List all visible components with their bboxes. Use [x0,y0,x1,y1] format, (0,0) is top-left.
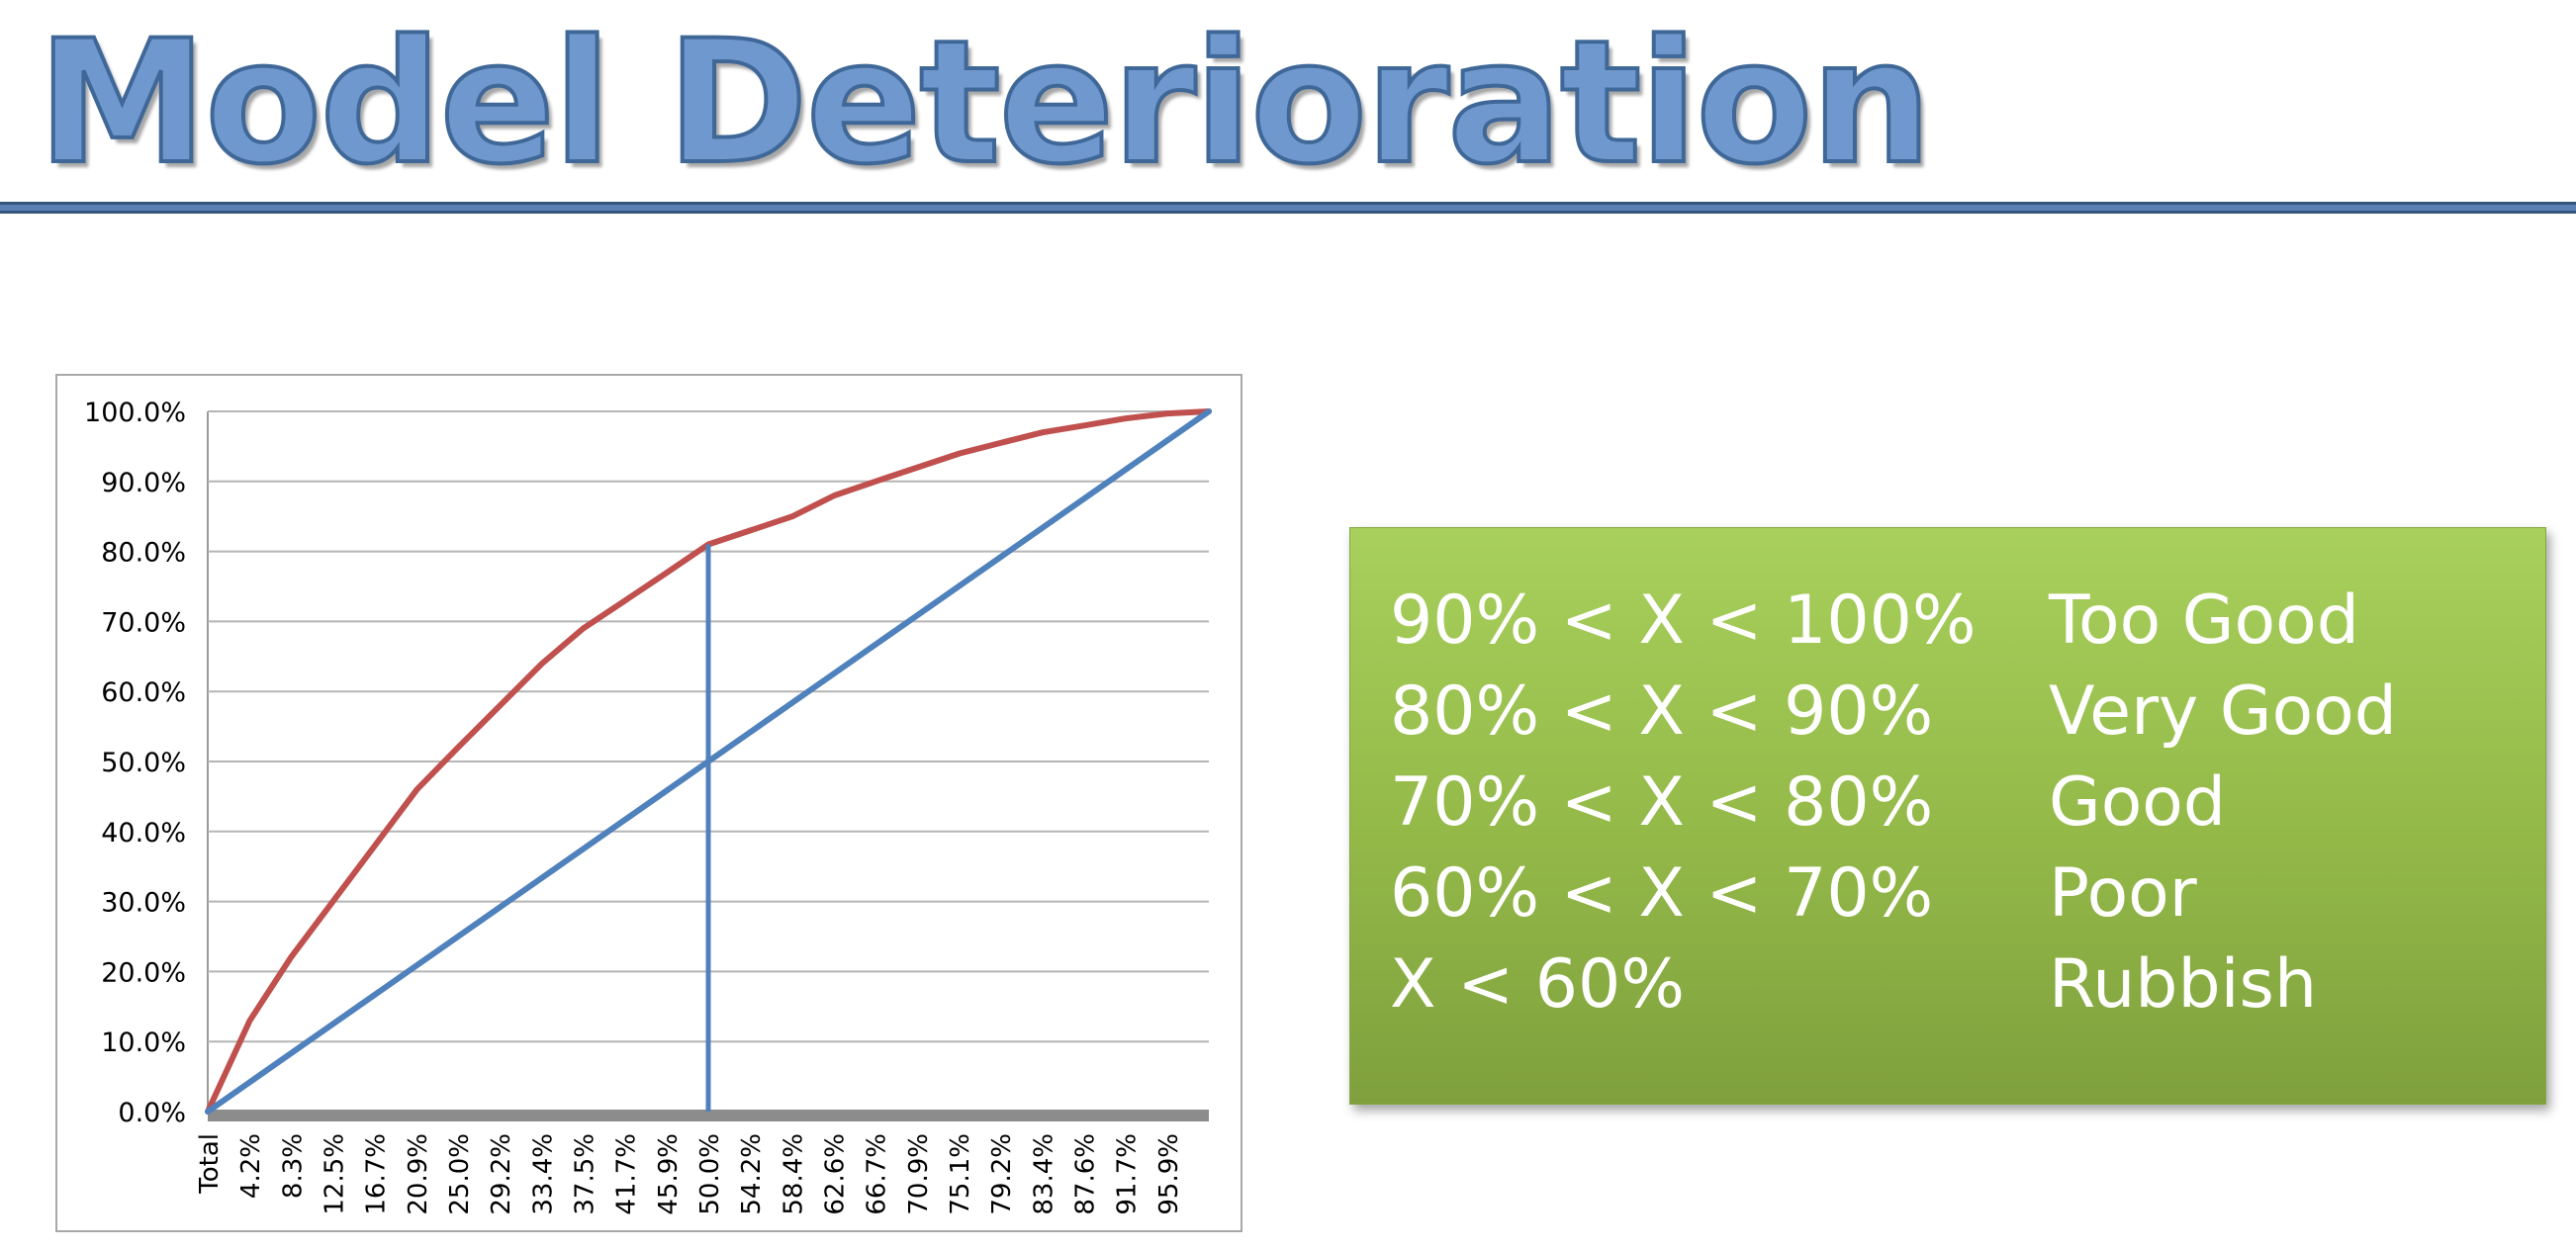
page-title: Model Deterioration [36,3,1934,202]
y-tick-label: 0.0% [118,1098,186,1128]
rating-condition: X < 60% [1390,945,1685,1024]
x-axis-line [208,1110,1209,1121]
x-tick-label: 79.2% [987,1133,1017,1215]
y-tick-label: 30.0% [101,888,186,919]
x-tick-label: 91.7% [1113,1133,1143,1215]
x-tick-label: 45.9% [654,1133,684,1215]
x-tick-label: 41.7% [612,1133,642,1215]
y-tick-label: 90.0% [101,468,186,498]
gains-chart: 0.0% 10.0% 20.0% 30.0% 40.0% 50.0% 60.0% 70.0% 8… [55,374,1242,1232]
x-tick-label: 8.3% [278,1133,308,1199]
title-divider [0,202,2576,214]
y-tick-label: 60.0% [101,677,186,708]
x-tick-label: 87.6% [1071,1133,1101,1215]
x-tick-label: 20.9% [404,1133,433,1215]
model-gains-curve [205,408,1212,1115]
rating-row: 70% < X < 80% Good [1390,758,2528,849]
rating-label: Rubbish [2049,945,2318,1024]
rating-row: 60% < X < 70% Poor [1390,849,2528,939]
x-tick-label: 54.2% [737,1133,767,1215]
rating-row: 80% < X < 90% Very Good [1390,667,2528,758]
y-tick-label: 50.0% [101,748,186,778]
x-tick-label: 16.7% [362,1133,392,1215]
x-tick-label: 12.5% [321,1133,350,1215]
rating-condition: 70% < X < 80% [1390,763,1934,842]
x-tick-label: 50.0% [695,1133,725,1215]
x-tick-label: Total [195,1133,225,1195]
rating-label: Very Good [2049,672,2397,751]
x-tick-label: 58.4% [779,1133,808,1215]
rating-panel: 90% < X < 100% Too Good 80% < X < 90% Ve… [1349,527,2546,1105]
y-tick-label: 80.0% [101,538,186,569]
x-tick-label: 75.1% [946,1133,975,1215]
gains-chart-svg: 0.0% 10.0% 20.0% 30.0% 40.0% 50.0% 60.0% 70.0% 8… [84,398,1212,1215]
y-tick-label: 20.0% [101,957,186,988]
x-tick-label: 95.9% [1154,1133,1184,1215]
rating-row: X < 60% Rubbish [1390,939,2528,1030]
y-tick-label: 10.0% [101,1028,186,1058]
rating-label: Poor [2049,854,2197,933]
rating-label: Good [2049,763,2227,842]
x-tick-label: 83.4% [1029,1133,1058,1215]
x-tick-label: 66.7% [863,1133,892,1215]
x-tick-label: 62.6% [821,1133,851,1215]
x-tick-label: 29.2% [487,1133,516,1215]
y-tick-label: 40.0% [101,818,186,849]
rating-label: Too Good [2049,581,2359,660]
x-tick-label: 4.2% [236,1133,266,1199]
x-tick-label: 37.5% [571,1133,600,1215]
y-tick-label: 70.0% [101,607,186,638]
rating-condition: 60% < X < 70% [1390,854,1934,933]
rating-row: 90% < X < 100% Too Good [1390,576,2528,667]
x-tick-label: 33.4% [528,1133,558,1215]
rating-condition: 90% < X < 100% [1390,581,1977,660]
x-tick-label: 70.9% [904,1133,934,1215]
y-tick-label: 100.0% [84,398,186,428]
rating-condition: 80% < X < 90% [1390,672,1934,751]
x-tick-label: 25.0% [445,1133,475,1215]
